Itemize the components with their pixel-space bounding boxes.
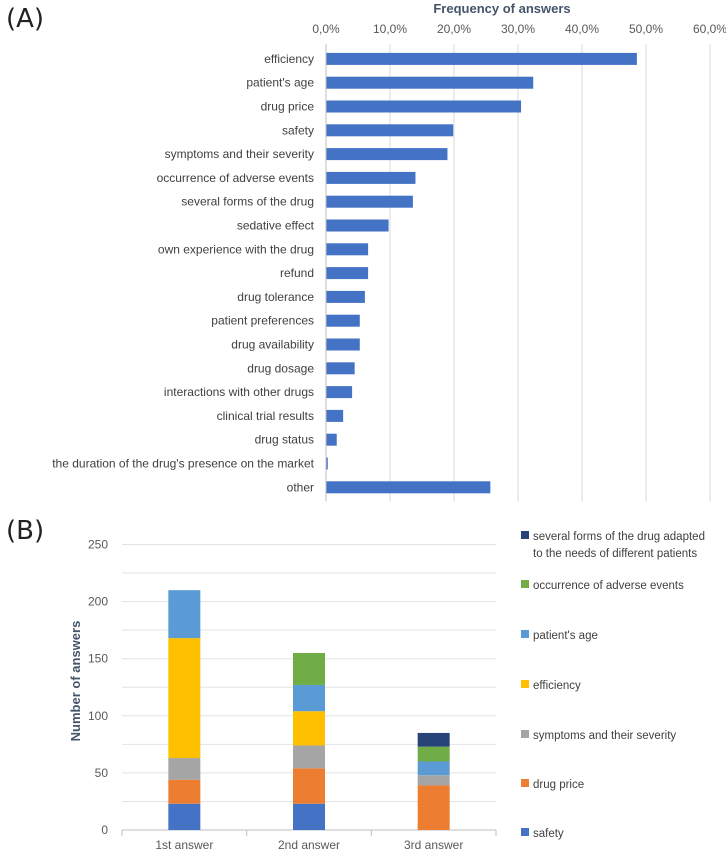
x-tick-label: 20,0% bbox=[437, 22, 471, 36]
bar-patient-preferences bbox=[326, 314, 360, 327]
category-label: drug status bbox=[255, 433, 314, 447]
y-tick-label: 0 bbox=[101, 823, 108, 837]
category-label: several forms of the drug bbox=[181, 195, 314, 209]
category-label: the duration of the drug's presence on t… bbox=[52, 457, 314, 471]
x-tick-label: 30,0% bbox=[501, 22, 535, 36]
category-label: sedative effect bbox=[237, 219, 315, 233]
legend-swatch-symptoms-and-their-severity bbox=[521, 730, 529, 738]
x-tick-label: 60,0% bbox=[693, 22, 726, 36]
bar-the-duration-of-the-drug-s-presence-on-the-market bbox=[326, 457, 328, 470]
category-label: own experience with the drug bbox=[158, 242, 314, 256]
bar-sedative-effect bbox=[326, 219, 389, 232]
category-label: clinical trial results bbox=[217, 409, 314, 423]
segment-symptoms-and-their-severity-3rd-answer bbox=[417, 775, 450, 786]
category-label: refund bbox=[280, 266, 314, 280]
legend-swatch-safety bbox=[521, 828, 529, 836]
legend-swatch-several-forms-of-the-drug-adapted-to-the bbox=[521, 531, 529, 539]
y-axis-title: Number of answers bbox=[68, 621, 83, 742]
legend-swatch-efficiency bbox=[521, 680, 529, 688]
legend-label: safety bbox=[533, 828, 564, 840]
y-tick-label: 150 bbox=[88, 652, 108, 666]
segment-drug-price-2nd-answer bbox=[293, 768, 325, 804]
bar-efficiency bbox=[326, 52, 637, 65]
segment-symptoms-and-their-severity-2nd-answer bbox=[293, 745, 325, 769]
x-category-label: 2nd answer bbox=[278, 838, 340, 852]
legend-swatch-patient-s-age bbox=[521, 630, 529, 638]
bar-refund bbox=[326, 267, 369, 280]
bar-drug-tolerance bbox=[326, 290, 365, 303]
bar-drug-availability bbox=[326, 338, 360, 351]
legend-label: to the needs of different patients bbox=[533, 548, 697, 560]
category-label: drug availability bbox=[231, 338, 314, 352]
x-tick-label: 40,0% bbox=[565, 22, 599, 36]
category-label: drug price bbox=[261, 100, 315, 114]
bar-interactions-with-other-drugs bbox=[326, 386, 353, 399]
y-tick-label: 200 bbox=[88, 595, 108, 609]
category-label: patient preferences bbox=[211, 314, 314, 328]
segment-symptoms-and-their-severity-1st-answer bbox=[168, 758, 201, 780]
x-category-label: 1st answer bbox=[155, 838, 213, 852]
segment-drug-price-1st-answer bbox=[168, 779, 201, 804]
category-label: efficiency bbox=[264, 52, 314, 66]
segment-safety-2nd-answer bbox=[293, 803, 325, 830]
bar-drug-price bbox=[326, 100, 522, 113]
x-tick-label: 50,0% bbox=[629, 22, 663, 36]
category-label: other bbox=[287, 480, 314, 494]
category-label: occurrence of adverse events bbox=[157, 171, 314, 185]
category-label: drug dosage bbox=[247, 361, 314, 375]
category-label: patient's age bbox=[246, 76, 314, 90]
y-tick-label: 250 bbox=[88, 538, 108, 552]
segment-occurrence-of-adverse-events-2nd-answer bbox=[293, 652, 325, 685]
chart-a-title: Frequency of answers bbox=[433, 1, 570, 16]
bar-own-experience-with-the-drug bbox=[326, 243, 369, 256]
bar-patient-s-age bbox=[326, 76, 534, 89]
legend-label: patient's age bbox=[533, 630, 598, 642]
legend-label: drug price bbox=[533, 779, 584, 791]
segment-drug-price-3rd-answer bbox=[417, 785, 450, 830]
segment-efficiency-1st-answer bbox=[168, 638, 201, 759]
legend-label: occurrence of adverse events bbox=[533, 580, 684, 592]
legend-swatch-drug-price bbox=[521, 779, 529, 787]
bar-safety bbox=[326, 124, 454, 137]
bar-clinical-trial-results bbox=[326, 409, 344, 422]
category-label: drug tolerance bbox=[237, 290, 314, 304]
bar-several-forms-of-the-drug bbox=[326, 195, 413, 208]
x-tick-label: 10,0% bbox=[373, 22, 407, 36]
bar-drug-status bbox=[326, 433, 337, 446]
bar-occurrence-of-adverse-events bbox=[326, 171, 416, 184]
segment-patient-s-age-2nd-answer bbox=[293, 684, 325, 712]
x-tick-label: 0,0% bbox=[312, 22, 340, 36]
bar-symptoms-and-their-severity bbox=[326, 148, 448, 161]
segment-patient-s-age-3rd-answer bbox=[417, 761, 450, 776]
chart-a-frequency: Frequency of answers 0,0% 10,0% 20,0% 30,0% 4… bbox=[52, 1, 726, 502]
legend-label: efficiency bbox=[533, 680, 581, 692]
category-label: symptoms and their severity bbox=[165, 147, 314, 161]
bar-other bbox=[326, 481, 491, 494]
x-category-label: 3rd answer bbox=[404, 838, 463, 852]
panel-b-label: (B) bbox=[6, 516, 45, 546]
legend-label: several forms of the drug adapted bbox=[533, 531, 705, 543]
segment-safety-1st-answer bbox=[168, 803, 201, 830]
y-tick-label: 50 bbox=[95, 766, 109, 780]
segment-patient-s-age-1st-answer bbox=[168, 590, 201, 639]
category-label: interactions with other drugs bbox=[164, 385, 314, 399]
segment-occurrence-of-adverse-events-3rd-answer bbox=[417, 746, 450, 762]
segment-efficiency-2nd-answer bbox=[293, 711, 325, 746]
panel-a-label: (A) bbox=[6, 4, 45, 34]
legend-label: symptoms and their severity bbox=[533, 730, 676, 742]
category-label: safety bbox=[282, 123, 314, 137]
y-tick-label: 100 bbox=[88, 709, 108, 723]
legend-swatch-occurrence-of-adverse-events bbox=[521, 580, 529, 588]
bar-drug-dosage bbox=[326, 362, 355, 375]
segment-several-forms-of-the-drug-adapted-to-the-3rd-answer bbox=[417, 732, 450, 747]
